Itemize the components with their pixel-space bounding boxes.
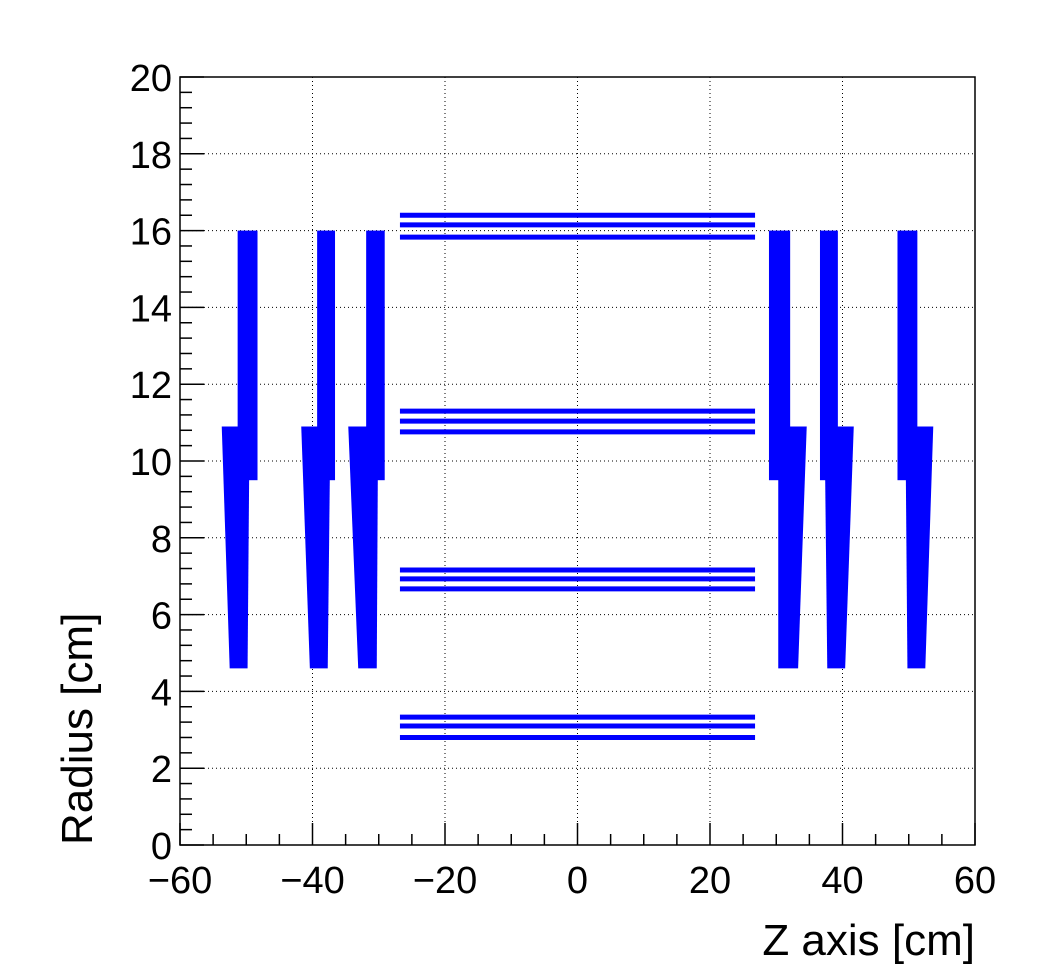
- disk-upper: [768, 230, 791, 481]
- x-tick-label: 60: [954, 860, 996, 902]
- y-tick-label: 8: [151, 519, 172, 561]
- y-tick-label: 18: [130, 135, 172, 177]
- x-tick-label: 20: [689, 860, 731, 902]
- y-tick-label: 12: [130, 365, 172, 407]
- disk-upper: [237, 230, 258, 481]
- disk-upper: [366, 230, 385, 481]
- disk-upper: [317, 230, 336, 481]
- disk-lower: [221, 426, 250, 669]
- disk-upper: [819, 230, 838, 481]
- x-axis-label: Z axis [cm]: [762, 916, 975, 965]
- x-tick-label: −60: [148, 860, 212, 902]
- y-tick-label: 0: [151, 826, 172, 868]
- disk-lower: [778, 426, 807, 669]
- x-tick-label: 0: [567, 860, 588, 902]
- x-tick-label: 40: [821, 860, 863, 902]
- disk-upper: [897, 230, 918, 481]
- y-tick-label: 6: [151, 596, 172, 638]
- y-tick-label: 2: [151, 749, 172, 791]
- y-tick-label: 10: [130, 442, 172, 484]
- y-tick-label: 14: [130, 288, 172, 330]
- disk-lower: [824, 426, 854, 669]
- x-tick-label: −40: [280, 860, 344, 902]
- y-tick-label: 4: [151, 672, 172, 714]
- x-tick-label: −20: [413, 860, 477, 902]
- disk-lower: [301, 426, 331, 669]
- plot-frame: [179, 76, 976, 846]
- y-axis-label: Radius [cm]: [53, 613, 102, 845]
- disk-lower: [905, 426, 934, 669]
- disk-lower: [348, 426, 379, 669]
- y-tick-label: 16: [130, 212, 172, 254]
- y-tick-label: 20: [130, 58, 172, 100]
